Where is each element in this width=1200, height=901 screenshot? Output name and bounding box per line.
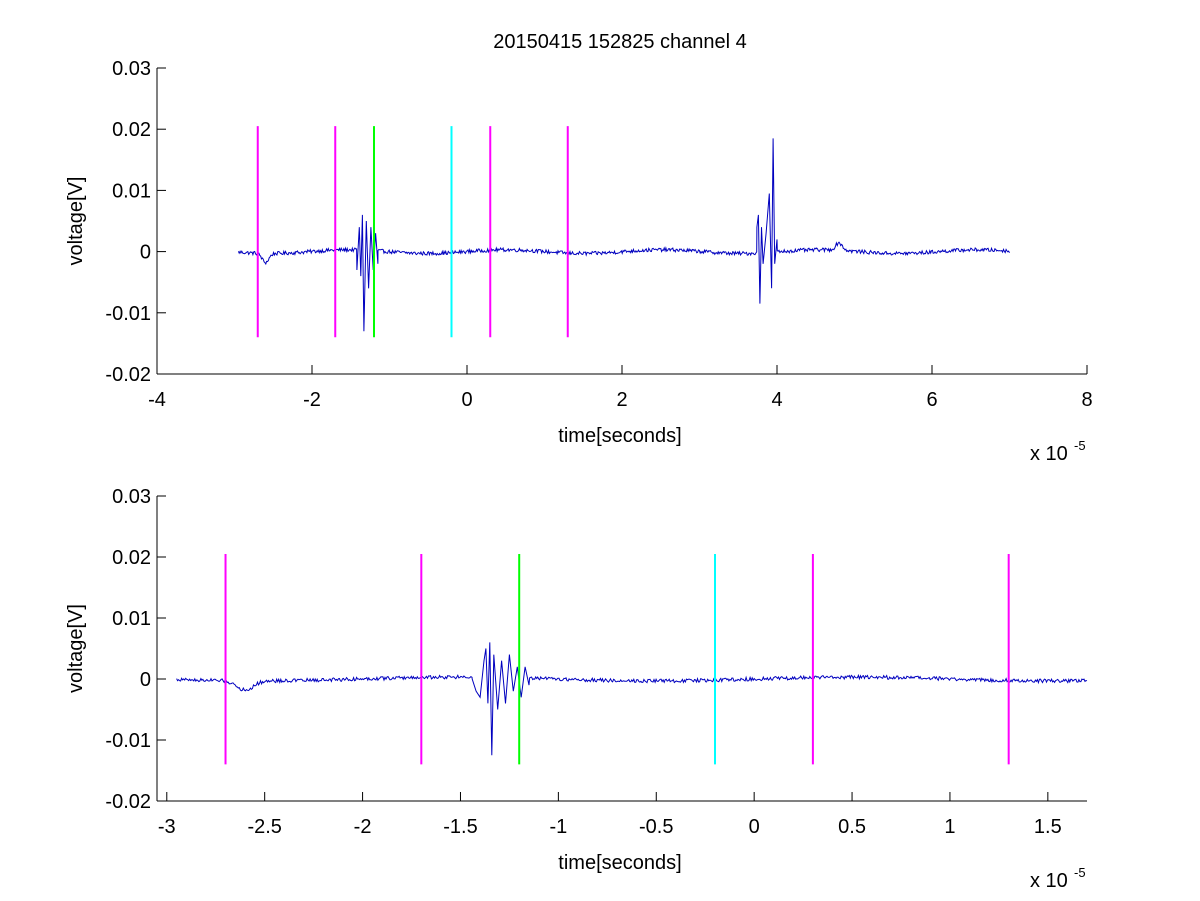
top-x-tick-label: 8 [1081,389,1092,411]
bottom-y-tick-label: -0.01 [105,730,151,752]
bottom-y-tick-label: -0.02 [105,791,151,813]
top-y-tick-label: -0.02 [105,364,151,386]
top-signal-trace [237,138,1010,332]
top-y-axis-label: voltage[V] [65,177,87,266]
bottom-signal-trace [176,642,1088,756]
bottom-x-tick-label: 1.5 [1034,816,1062,838]
top-x-tick-label: 6 [926,389,937,411]
bottom-x-axis-label: time[seconds] [558,852,681,874]
bottom-x-tick-label: -3 [158,816,176,838]
bottom-x-tick-label: -2 [354,816,372,838]
bottom-y-tick-label: 0 [140,669,151,691]
top-x-tick-label: 0 [461,389,472,411]
figure-title: 20150415 152825 channel 4 [493,31,747,53]
top-x-tick-label: -4 [148,389,166,411]
bottom-x-tick-label: 0 [749,816,760,838]
top-y-tick-label: -0.01 [105,303,151,325]
top-y-tick-label: 0.03 [112,58,151,80]
bottom-x-multiplier: x 10 [1030,870,1068,892]
top-chart-panel: -0.02 -0.01 0 0.01 0.02 0.03 -4 -2 0 2 4 6 8 time[sec… [65,58,1093,465]
top-x-multiplier: x 10 [1030,443,1068,465]
top-y-tick-label: 0 [140,242,151,264]
bottom-x-tick-label: 1 [944,816,955,838]
bottom-x-tick-label: -2.5 [247,816,281,838]
bottom-x-tick-label: -1.5 [443,816,477,838]
top-x-multiplier-exponent: -5 [1074,438,1086,453]
top-y-tick-label: 0.02 [112,119,151,141]
top-y-tick-label: 0.01 [112,180,151,202]
bottom-y-tick-label: 0.02 [112,547,151,569]
top-x-axis-label: time[seconds] [558,425,681,447]
top-x-tick-label: 2 [616,389,627,411]
bottom-x-tick-label: 0.5 [838,816,866,838]
bottom-y-tick-label: 0.03 [112,486,151,508]
bottom-x-tick-label: -1 [549,816,567,838]
top-x-tick-label: -2 [303,389,321,411]
bottom-y-tick-label: 0.01 [112,608,151,630]
bottom-chart-panel: -0.02 -0.01 0 0.01 0.02 0.03 -3 -2.5 -2 -1.5 -1 -0.… [65,486,1088,892]
bottom-x-tick-label: -0.5 [639,816,673,838]
bottom-y-axis-label: voltage[V] [65,604,87,693]
bottom-x-multiplier-exponent: -5 [1074,865,1086,880]
top-x-tick-label: 4 [771,389,782,411]
